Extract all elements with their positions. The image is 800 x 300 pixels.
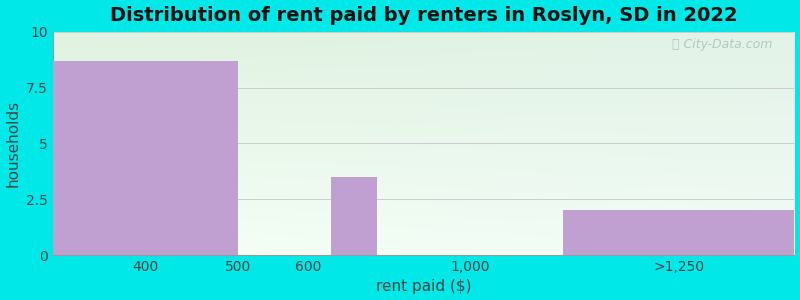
Text: ⓘ City-Data.com: ⓘ City-Data.com (672, 38, 772, 51)
Bar (331, 177, 378, 255)
X-axis label: rent paid ($): rent paid ($) (376, 279, 471, 294)
Y-axis label: households: households (6, 100, 21, 187)
Title: Distribution of rent paid by renters in Roslyn, SD in 2022: Distribution of rent paid by renters in … (110, 6, 738, 25)
Bar (562, 210, 794, 255)
Bar (53, 61, 238, 255)
